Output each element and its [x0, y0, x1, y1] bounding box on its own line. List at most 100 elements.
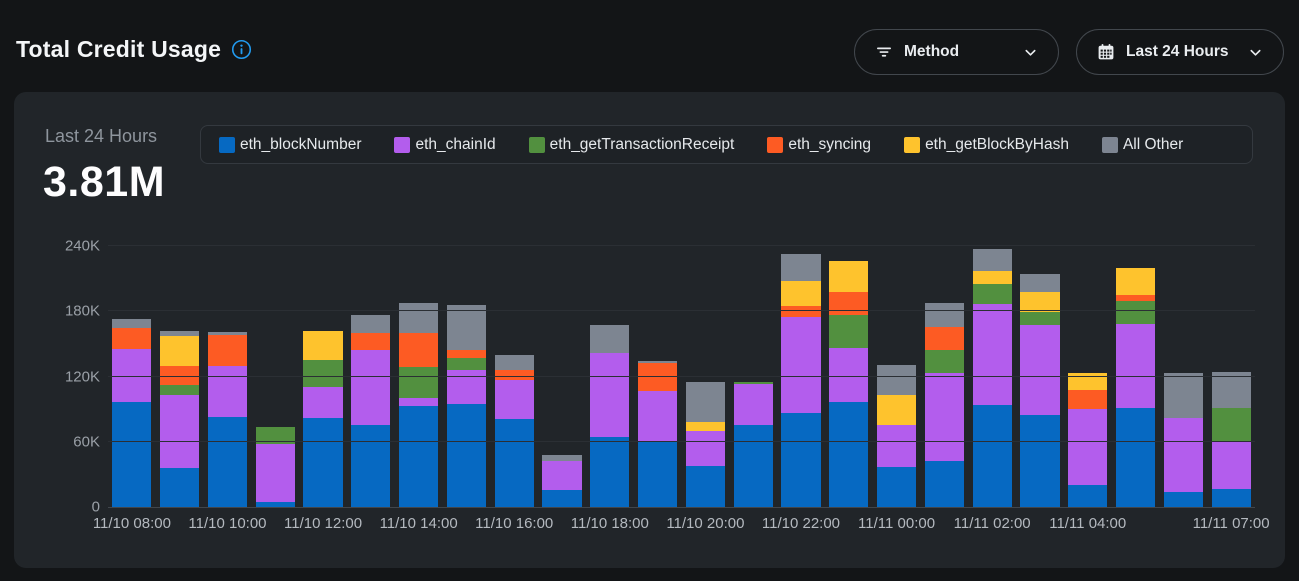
title-row: Total Credit Usage — [16, 36, 252, 63]
bar-segment — [829, 401, 869, 507]
bar-segment — [924, 302, 965, 327]
bar-slot — [634, 246, 682, 507]
bar-segment — [685, 430, 726, 466]
bar-segment — [638, 390, 678, 442]
bar-segment — [733, 425, 773, 507]
bar-segment — [1163, 417, 1204, 492]
bar-segment — [542, 489, 582, 507]
stacked-bar — [829, 261, 869, 507]
bar-segment — [638, 363, 678, 391]
bar-segment — [1163, 373, 1204, 418]
legend-item: All Other — [1101, 136, 1183, 154]
gridline — [108, 245, 1255, 246]
bar-segment — [255, 501, 295, 507]
legend-label: eth_getTransactionReceipt — [549, 135, 735, 153]
time-range-label: Last 24 Hours — [1126, 43, 1229, 60]
bar-segment — [1163, 491, 1204, 507]
page-title: Total Credit Usage — [16, 36, 222, 62]
stacked-bar — [255, 426, 295, 507]
bar-segment — [877, 395, 917, 426]
bar-segment — [924, 326, 965, 351]
stacked-bar — [207, 331, 248, 507]
x-axis-tick-label: 11/11 00:00 — [858, 515, 936, 532]
bar-segment — [303, 417, 343, 507]
stacked-bar — [494, 354, 534, 507]
bar-segment — [160, 336, 200, 366]
method-filter-dropdown[interactable]: Method — [854, 29, 1059, 75]
filter-icon — [877, 47, 891, 57]
y-axis-tick-label: 180K — [64, 302, 100, 320]
bar-segment — [972, 284, 1012, 304]
legend-swatch — [767, 136, 784, 153]
stacked-bar — [303, 330, 343, 507]
bar-segment — [351, 350, 391, 426]
bar-segment — [1116, 294, 1156, 302]
bar-slot — [443, 246, 491, 507]
stacked-bar — [351, 314, 391, 507]
info-icon[interactable] — [231, 39, 252, 60]
x-axis-tick-label: 11/10 08:00 — [92, 515, 171, 532]
method-filter-label: Method — [904, 43, 960, 60]
bar-segment — [399, 302, 439, 334]
stacked-bar — [972, 249, 1012, 507]
time-range-dropdown[interactable]: Last 24 Hours — [1076, 29, 1284, 75]
x-axis-line — [108, 507, 1255, 508]
bar-segment — [303, 360, 343, 388]
x-axis-labels: 11/10 08:00 11/10 10:00 11/10 12:00 11/10 1… — [93, 515, 1270, 537]
bar-segment — [1068, 373, 1108, 390]
bar-segment — [207, 335, 248, 366]
bar-slot — [204, 246, 252, 507]
bar-segment — [829, 291, 869, 315]
bar-slot — [1207, 246, 1255, 507]
bar-segment — [1211, 372, 1251, 409]
bar-segment — [1020, 414, 1060, 507]
bar-segment — [351, 333, 391, 351]
bar-segment — [446, 403, 487, 507]
x-axis-tick-label: 11/10 22:00 — [761, 515, 841, 532]
x-axis-tick-label: 11/10 20:00 — [666, 515, 745, 532]
credit-usage-chart — [108, 245, 1255, 508]
bar-segment — [494, 354, 534, 370]
bar-segment — [1211, 488, 1251, 507]
stacked-bar — [877, 364, 917, 507]
bar-segment — [446, 358, 487, 370]
bar-slot — [873, 246, 921, 507]
bar-segment — [1211, 441, 1251, 489]
credit-usage-card: Last 24 Hours 3.81M eth_blockNumber eth_c… — [14, 92, 1285, 568]
bar-segment — [112, 401, 152, 507]
bar-segment — [638, 361, 678, 364]
stacked-bar — [1068, 373, 1108, 507]
bar-segment — [1068, 409, 1108, 486]
bar-segment — [494, 418, 534, 507]
legend-item: eth_blockNumber — [219, 136, 361, 154]
bar-segment — [1068, 389, 1108, 410]
x-axis-tick-label: 11/11 02:00 — [953, 515, 1031, 532]
legend-swatch — [528, 136, 545, 153]
header-actions: Method Last 24 Hours — [854, 29, 1284, 75]
legend-label: eth_blockNumber — [240, 135, 362, 153]
bar-slot — [825, 246, 873, 507]
bar-segment — [733, 381, 773, 385]
bar-segment — [399, 398, 439, 406]
page-header: Total Credit Usage Method — [0, 0, 1299, 92]
bar-segment — [924, 373, 965, 462]
bar-segment — [733, 384, 773, 426]
bar-segment — [685, 381, 726, 423]
y-axis-tick-label: 60K — [73, 433, 100, 451]
bar-slot — [347, 246, 395, 507]
bar-segment — [446, 350, 487, 359]
bar-segment — [207, 331, 248, 336]
chevron-down-icon — [1025, 49, 1036, 56]
bar-segment — [112, 318, 152, 328]
bar-segment — [1211, 408, 1251, 442]
bar-segment — [112, 349, 152, 402]
bar-segment — [829, 261, 869, 292]
x-axis-tick-label: 11/10 14:00 — [379, 515, 458, 532]
bar-segment — [351, 425, 391, 507]
calendar-icon — [1098, 44, 1114, 60]
bar-segment — [303, 330, 343, 361]
bar-segment — [781, 253, 821, 281]
bar-segment — [542, 454, 582, 462]
y-axis-tick-label: 120K — [64, 368, 100, 385]
y-axis-tick-label: 0 — [91, 498, 100, 516]
